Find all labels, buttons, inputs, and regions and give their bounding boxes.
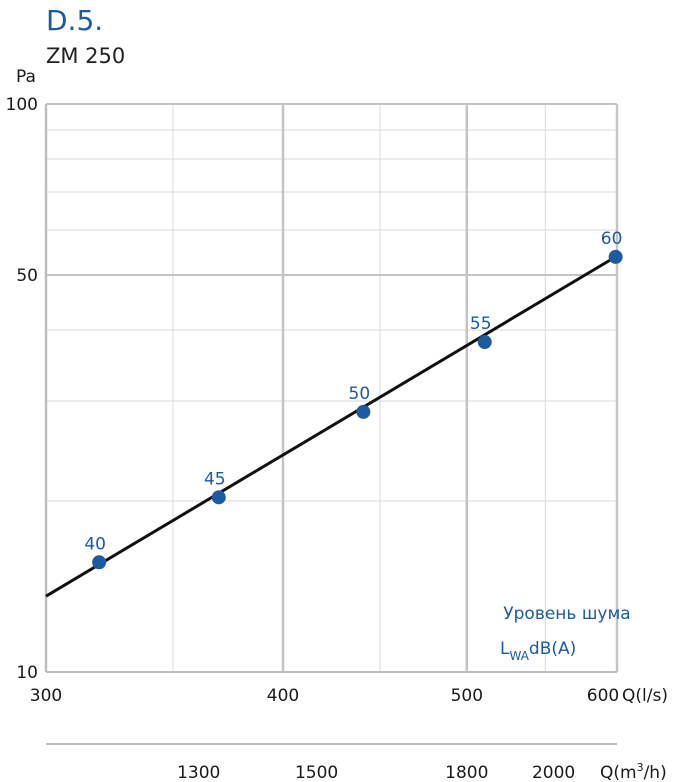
chart-subtitle: ZM 250 xyxy=(46,44,126,68)
y-tick-label: 100 xyxy=(6,95,38,115)
x-tick-label: 500 xyxy=(451,686,483,706)
x2-tick-label: 1500 xyxy=(295,763,338,782)
data-label: 45 xyxy=(204,469,226,489)
x2-tick-label: 1300 xyxy=(177,763,220,782)
x2-tick-label: 2000 xyxy=(532,763,575,782)
data-label: 40 xyxy=(84,534,106,554)
x2-axis-label: Q(m3/h) xyxy=(600,761,667,782)
curve-line xyxy=(45,254,618,598)
x-axis-label: Q(l/s) xyxy=(622,686,668,706)
y-tick-label: 50 xyxy=(16,266,38,286)
y-tick-label: 10 xyxy=(16,663,38,683)
chart-axes: 10 50 100 300 400 500 600 1300 1500 1800 2000 xyxy=(6,95,620,782)
data-point xyxy=(608,249,623,264)
x-tick-label: 600 xyxy=(587,686,619,706)
data-label: 60 xyxy=(601,229,623,249)
y-axis-label: Pa xyxy=(16,67,36,87)
x2-tick-label: 1800 xyxy=(445,763,488,782)
data-label: 55 xyxy=(470,314,492,334)
data-label: 50 xyxy=(349,384,371,404)
noise-level-unit: LWAdB(A) xyxy=(500,639,576,663)
x-tick-label: 300 xyxy=(30,686,62,706)
x-tick-label: 400 xyxy=(267,686,299,706)
data-point xyxy=(92,555,107,570)
data-point xyxy=(356,404,371,419)
figure-heading: D.5. xyxy=(46,4,104,37)
data-point xyxy=(211,490,226,505)
chart-grid xyxy=(44,103,619,673)
noise-level-annotation: Уровень шума xyxy=(503,604,630,624)
chart-series: 40 45 50 55 60 xyxy=(45,229,623,598)
data-point xyxy=(477,335,492,350)
